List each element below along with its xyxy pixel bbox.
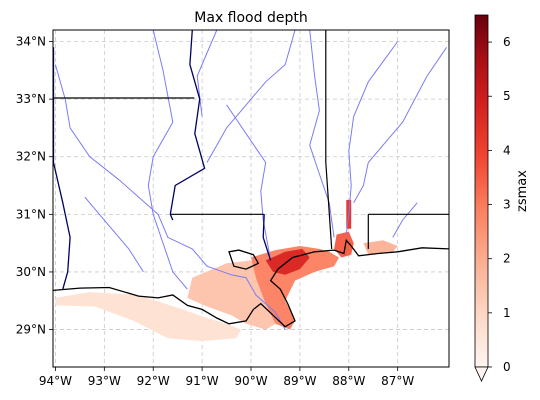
colorbar: 0 1 2 3 4 5 6 zsmax — [474, 14, 530, 382]
x-tick-label: 92°W — [137, 374, 170, 388]
state-border — [325, 162, 333, 249]
colorbar-tick-label: 1 — [503, 306, 511, 320]
y-tick-label: 33°N — [16, 92, 46, 106]
river-line — [206, 30, 296, 163]
river-line — [54, 64, 286, 330]
colorbar-tick-label: 4 — [503, 143, 511, 157]
y-tick-label: 32°N — [16, 150, 46, 164]
colorbar-tick-label: 6 — [503, 35, 511, 49]
colorbar-tick-label: 3 — [503, 198, 511, 212]
river-line — [392, 202, 418, 238]
y-tick-label: 31°N — [16, 207, 46, 221]
lake-pontchartrain-outline — [228, 249, 260, 270]
x-tick-label: 90°W — [234, 374, 267, 388]
colorbar-tick-label: 2 — [503, 252, 511, 266]
flood-region-pensacola-fringe — [363, 240, 398, 255]
river-line — [226, 104, 272, 261]
river-line — [84, 196, 144, 273]
colorbar-label: zsmax — [515, 170, 530, 212]
flood-region-mobile-bay-fringe — [334, 231, 354, 258]
y-tick-label: 34°N — [16, 35, 46, 49]
chart-title: Max flood depth — [194, 10, 307, 26]
y-tick-label: 29°N — [16, 323, 46, 337]
river-line — [196, 30, 218, 117]
coastline — [53, 238, 449, 328]
x-tick-label: 89°W — [283, 374, 316, 388]
x-tick-label: 87°W — [381, 374, 414, 388]
colorbar-tick-label: 5 — [503, 89, 511, 103]
flood-region-coastal-shelf-west — [55, 292, 242, 342]
mississippi-river-border — [169, 30, 206, 221]
x-tick-label: 94°W — [39, 374, 72, 388]
x-axis: 94°W 93°W 92°W 91°W 90°W 89°W 88°W 87°W — [39, 367, 414, 388]
x-tick-label: 93°W — [88, 374, 121, 388]
x-tick-label: 91°W — [186, 374, 219, 388]
y-axis: 29°N 30°N 31°N 32°N 33°N 34°N — [16, 35, 53, 337]
colorbar-ticks: 0 1 2 3 4 5 6 — [488, 35, 511, 374]
river-line — [353, 47, 448, 204]
river-line — [345, 41, 399, 235]
river-line — [147, 30, 188, 290]
y-tick-label: 30°N — [16, 265, 46, 279]
map-area — [53, 30, 449, 367]
pearl-river-border — [262, 214, 272, 261]
river-line — [309, 30, 335, 238]
colorbar-gradient — [474, 14, 489, 368]
colorbar-extend-min — [474, 366, 489, 382]
x-tick-label: 88°W — [332, 374, 365, 388]
sabine-river-border — [53, 47, 71, 290]
colorbar-tick-label: 0 — [503, 360, 511, 374]
